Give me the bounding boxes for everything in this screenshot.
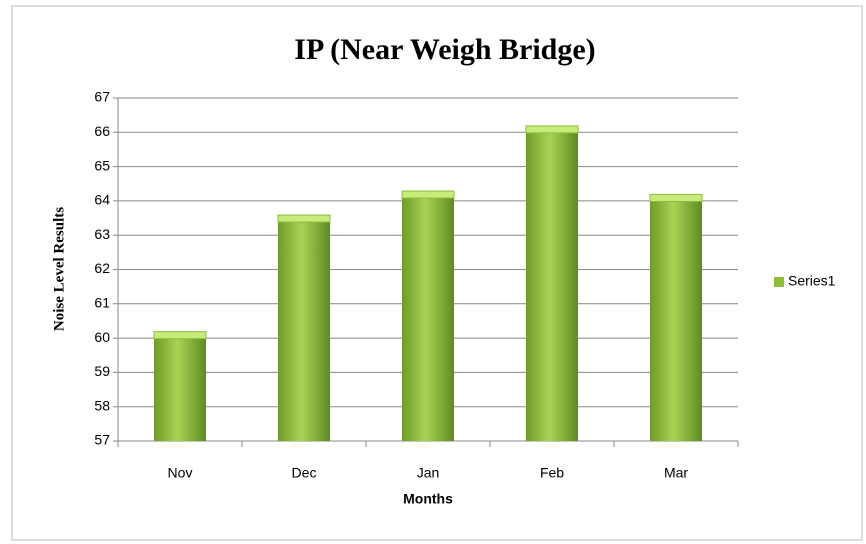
- bar: [278, 218, 330, 441]
- chart-title: IP (Near Weigh Bridge): [294, 33, 595, 66]
- y-tick-label: 66: [94, 123, 110, 139]
- y-tick-label: 59: [94, 363, 110, 379]
- bar-cap: [153, 331, 207, 340]
- x-axis-label: Months: [403, 491, 453, 507]
- x-tick-label: Dec: [292, 465, 317, 481]
- bar-cap: [401, 190, 455, 199]
- legend-label: Series1: [788, 273, 836, 289]
- bar-cap: [525, 125, 579, 134]
- y-tick-label: 60: [94, 329, 110, 345]
- y-tick-label: 62: [94, 260, 110, 276]
- bar: [154, 334, 206, 441]
- bar-cap: [277, 214, 331, 223]
- bar: [650, 197, 702, 441]
- y-tick-label: 67: [94, 89, 110, 105]
- bar: [526, 128, 578, 441]
- x-tick-label: Feb: [540, 465, 564, 481]
- y-tick-label: 63: [94, 226, 110, 242]
- legend-swatch: [774, 277, 784, 287]
- y-tick-label: 64: [94, 192, 110, 208]
- bar-cap: [649, 193, 703, 202]
- y-axis-label: Noise Level Results: [51, 207, 67, 331]
- bar: [402, 194, 454, 441]
- x-tick-label: Mar: [664, 465, 688, 481]
- y-tick-label: 65: [94, 157, 110, 173]
- x-tick-label: Jan: [417, 465, 440, 481]
- y-tick-label: 57: [94, 432, 110, 448]
- y-tick-label: 58: [94, 397, 110, 413]
- x-tick-label: Nov: [168, 465, 193, 481]
- y-tick-label: 61: [94, 295, 110, 311]
